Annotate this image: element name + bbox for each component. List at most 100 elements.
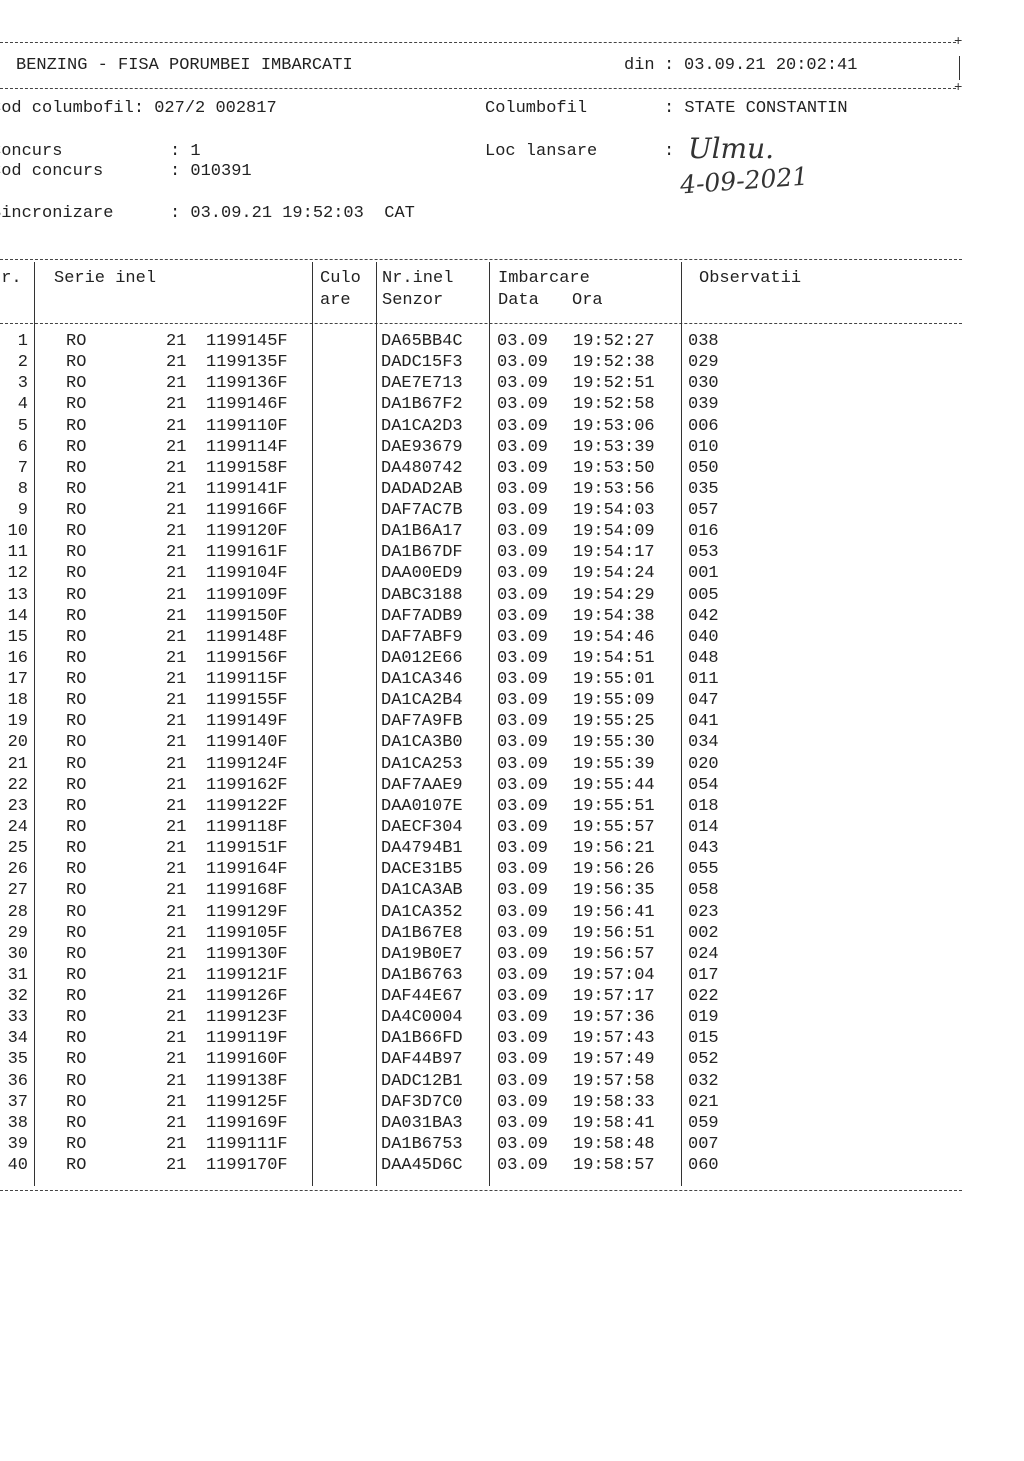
cell-year: 21 bbox=[166, 965, 187, 985]
cell-nr: 10 bbox=[7, 522, 28, 542]
col-header-senzor: Senzor bbox=[382, 291, 444, 310]
loc-lansare-label: Loc lansare bbox=[485, 142, 598, 161]
cell-observatii: 052 bbox=[688, 1050, 719, 1070]
table-row: 10 RO 21 1199120F DA1B6A17 03.09 19:54:09 016 bbox=[0, 522, 1024, 543]
columbofil-name: STATE CONSTANTIN bbox=[684, 99, 848, 118]
cell-year: 21 bbox=[166, 754, 187, 774]
cell-observatii: 015 bbox=[688, 1029, 719, 1049]
cod-concurs-value: : 010391 bbox=[170, 162, 252, 181]
print-date-value: 03.09.21 20:02:41 bbox=[684, 56, 858, 75]
table-row: 1 RO 21 1199145F DA65BB4C 03.09 19:52:27 038 bbox=[0, 332, 1024, 353]
col-header-imbarcare: Imbarcare bbox=[498, 269, 590, 288]
cell-ring-number: 1199122F bbox=[206, 796, 288, 816]
table-row: 25 RO 21 1199151F DA4794B1 03.09 19:56:21 043 bbox=[0, 839, 1024, 860]
cell-observatii: 043 bbox=[688, 839, 719, 859]
cell-observatii: 017 bbox=[688, 965, 719, 985]
cell-country: RO bbox=[66, 522, 87, 542]
cell-year: 21 bbox=[166, 712, 187, 732]
cell-country: RO bbox=[66, 585, 87, 605]
table-row: 9 RO 21 1199166F DAF7AC7B 03.09 19:54:03 057 bbox=[0, 501, 1024, 522]
cell-year: 21 bbox=[166, 585, 187, 605]
cell-year: 21 bbox=[166, 522, 187, 542]
cell-time: 19:57:17 bbox=[573, 987, 655, 1007]
cell-ring-number: 1199166F bbox=[206, 501, 288, 521]
cell-time: 19:57:04 bbox=[573, 965, 655, 985]
cell-date: 03.09 bbox=[497, 670, 549, 690]
cell-year: 21 bbox=[166, 543, 187, 563]
cell-observatii: 005 bbox=[688, 585, 719, 605]
cell-date: 03.09 bbox=[497, 585, 549, 605]
cell-date: 03.09 bbox=[497, 1050, 549, 1070]
cell-sensor: DABC3188 bbox=[381, 585, 463, 605]
table-row: 19 RO 21 1199149F DAF7A9FB 03.09 19:55:25 041 bbox=[0, 712, 1024, 733]
cell-ring-number: 1199124F bbox=[206, 754, 288, 774]
cell-time: 19:54:38 bbox=[573, 606, 655, 626]
cell-nr: 28 bbox=[7, 902, 28, 922]
cell-country: RO bbox=[66, 564, 87, 584]
cell-sensor: DA19B0E7 bbox=[381, 944, 463, 964]
sincronizare-value: : 03.09.21 19:52:03 CAT bbox=[170, 204, 415, 223]
cell-year: 21 bbox=[166, 1050, 187, 1070]
cell-observatii: 018 bbox=[688, 796, 719, 816]
table-row: 35 RO 21 1199160F DAF44B97 03.09 19:57:49 052 bbox=[0, 1050, 1024, 1071]
cell-nr: 4 bbox=[17, 395, 28, 415]
cod-columbofil-label: Cod columbofil: 027/2 002817 bbox=[0, 99, 277, 119]
cell-country: RO bbox=[66, 944, 87, 964]
cell-ring-number: 1199158F bbox=[206, 458, 288, 478]
cell-observatii: 019 bbox=[688, 1008, 719, 1028]
cell-sensor: DA65BB4C bbox=[381, 332, 463, 351]
cell-ring-number: 1199170F bbox=[206, 1156, 288, 1176]
cell-nr: 16 bbox=[7, 648, 28, 668]
cell-sensor: DAECF304 bbox=[381, 817, 463, 837]
cell-country: RO bbox=[66, 881, 87, 901]
cell-sensor: DACE31B5 bbox=[381, 860, 463, 880]
cell-ring-number: 1199123F bbox=[206, 1008, 288, 1028]
cell-nr: 1 bbox=[17, 332, 28, 351]
cell-observatii: 048 bbox=[688, 648, 719, 668]
cell-observatii: 020 bbox=[688, 754, 719, 774]
cell-year: 21 bbox=[166, 839, 187, 859]
cell-time: 19:53:39 bbox=[573, 437, 655, 457]
col-header-serie-inel: Serie inel bbox=[54, 269, 157, 288]
cell-sensor: DA1B6753 bbox=[381, 1134, 463, 1154]
cell-time: 19:52:51 bbox=[573, 374, 655, 394]
cell-date: 03.09 bbox=[497, 754, 549, 774]
cell-sensor: DA4C0004 bbox=[381, 1008, 463, 1028]
cell-sensor: DA1B67DF bbox=[381, 543, 463, 563]
cell-year: 21 bbox=[166, 1156, 187, 1176]
cell-time: 19:56:21 bbox=[573, 839, 655, 859]
cell-sensor: DA1CA2D3 bbox=[381, 416, 463, 436]
cell-observatii: 023 bbox=[688, 902, 719, 922]
cell-sensor: DA1B67E8 bbox=[381, 923, 463, 943]
cell-observatii: 035 bbox=[688, 479, 719, 499]
cell-country: RO bbox=[66, 416, 87, 436]
col-header-nr-inel: Nr.inel bbox=[382, 269, 454, 288]
cell-nr: 23 bbox=[7, 796, 28, 816]
cell-nr: 24 bbox=[7, 817, 28, 837]
cell-date: 03.09 bbox=[497, 965, 549, 985]
cell-date: 03.09 bbox=[497, 691, 549, 711]
cell-ring-number: 1199118F bbox=[206, 817, 288, 837]
table-row: 18 RO 21 1199155F DA1CA2B4 03.09 19:55:09 047 bbox=[0, 691, 1024, 712]
table-row: 26 RO 21 1199164F DACE31B5 03.09 19:56:26 055 bbox=[0, 860, 1024, 881]
cell-observatii: 053 bbox=[688, 543, 719, 563]
cell-date: 03.09 bbox=[497, 839, 549, 859]
cell-ring-number: 1199148F bbox=[206, 627, 288, 647]
cell-country: RO bbox=[66, 353, 87, 373]
cell-sensor: DAA45D6C bbox=[381, 1156, 463, 1176]
cell-time: 19:55:30 bbox=[573, 733, 655, 753]
table-header-rule bbox=[0, 323, 962, 324]
cell-sensor: DAF7ADB9 bbox=[381, 606, 463, 626]
cell-country: RO bbox=[66, 965, 87, 985]
cell-country: RO bbox=[66, 712, 87, 732]
concurs-label: Concurs bbox=[0, 142, 63, 161]
cell-ring-number: 1199145F bbox=[206, 332, 288, 351]
print-date-label: din bbox=[624, 56, 655, 75]
top-rule bbox=[0, 42, 956, 43]
concurs-value: : 1 bbox=[170, 142, 201, 161]
cell-country: RO bbox=[66, 648, 87, 668]
cell-ring-number: 1199138F bbox=[206, 1071, 288, 1091]
cell-date: 03.09 bbox=[497, 1156, 549, 1176]
cell-sensor: DA1CA3B0 bbox=[381, 733, 463, 753]
cell-year: 21 bbox=[166, 627, 187, 647]
